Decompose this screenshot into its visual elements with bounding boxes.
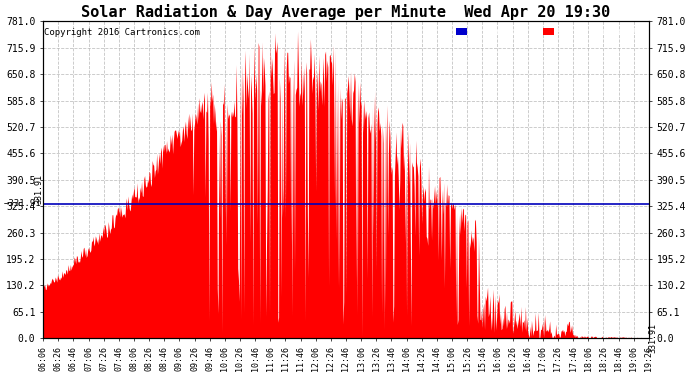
- Text: 331.91: 331.91: [649, 323, 658, 353]
- Text: Copyright 2016 Cartronics.com: Copyright 2016 Cartronics.com: [44, 28, 200, 37]
- Legend: Median (w/m2), Radiation (w/m2): Median (w/m2), Radiation (w/m2): [454, 26, 644, 39]
- Text: 331.91: 331.91: [34, 174, 43, 204]
- Title: Solar Radiation & Day Average per Minute  Wed Apr 20 19:30: Solar Radiation & Day Average per Minute…: [81, 4, 611, 20]
- Text: →331.91: →331.91: [4, 199, 41, 208]
